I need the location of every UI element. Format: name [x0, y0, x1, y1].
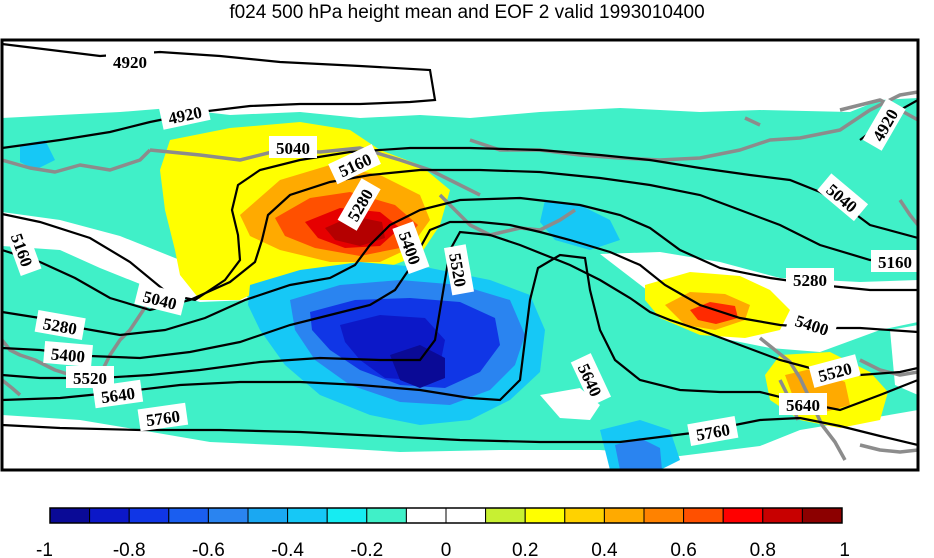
contour-label: 5160	[878, 253, 912, 272]
eof-shading	[2, 40, 918, 470]
colorbar-swatch	[564, 507, 605, 524]
colorbar-swatch	[326, 507, 368, 524]
shade-white-south	[2, 410, 918, 470]
colorbar-swatch	[168, 507, 209, 524]
colorbar-swatch	[89, 507, 130, 524]
colorbar: -1 -0.8 -0.6 -0.4 -0.2 0 0.2 0.4 0.6 0.8 1	[36, 507, 850, 558]
contour-label: 4920	[113, 53, 147, 72]
contour-label: 5400	[50, 345, 86, 367]
colorbar-tick-label: -0.6	[192, 540, 225, 558]
colorbar-tick-label: -0.4	[271, 540, 304, 558]
map-frame	[0, 38, 920, 472]
colorbar-swatch	[801, 507, 843, 524]
shade-white-patch2	[890, 325, 918, 395]
colorbar-swatch	[207, 507, 249, 524]
colorbar-tick-label: 0.4	[591, 540, 618, 558]
colorbar-tick-label: 1	[839, 540, 850, 558]
shade-blue-south	[615, 438, 662, 470]
colorbar-swatch	[603, 507, 645, 524]
shade-red-east	[690, 302, 738, 324]
colorbar-swatch	[762, 507, 803, 524]
colorbar-swatch	[128, 507, 170, 524]
colorbar-swatch	[247, 507, 289, 524]
colorbar-frame	[49, 507, 843, 524]
colorbar-tick-label: 0.2	[512, 540, 538, 558]
contour-label: 5280	[793, 271, 827, 290]
contour-label: 5760	[145, 407, 181, 431]
colorbar-swatch	[287, 507, 328, 524]
colorbar-tick-label: -0.8	[113, 540, 146, 558]
colorbar-swatch	[49, 507, 91, 524]
colorbar-swatch	[485, 507, 526, 524]
contour-label: 5520	[73, 369, 107, 388]
map-title: f024 500 hPa height mean and EOF 2 valid…	[229, 2, 705, 23]
colorbar-tick-label: 0	[441, 540, 452, 558]
colorbar-tick-label: -1	[36, 540, 53, 558]
colorbar-tick-label: 0.8	[750, 540, 776, 558]
colorbar-tick-label: 0.6	[670, 540, 696, 558]
colorbar-swatch	[524, 507, 566, 524]
shade-navy-central	[390, 345, 445, 388]
contour-label: 5640	[100, 384, 136, 408]
colorbar-swatch	[683, 507, 724, 524]
colorbar-swatch	[405, 507, 447, 524]
colorbar-swatch	[445, 507, 487, 524]
height-contours	[2, 42, 918, 447]
contour-label: 5640	[786, 396, 820, 415]
colorbar-tick-label: -0.2	[350, 540, 383, 558]
shade-white-patch	[540, 388, 600, 420]
colorbar-swatch	[366, 507, 407, 524]
colorbar-swatch	[643, 507, 685, 524]
shade-white-north	[2, 40, 918, 118]
shade-lightblue-west	[20, 140, 55, 170]
colorbar-swatch	[722, 507, 764, 524]
shade-darkred-north	[325, 216, 385, 246]
contour-label: 5040	[276, 139, 310, 158]
